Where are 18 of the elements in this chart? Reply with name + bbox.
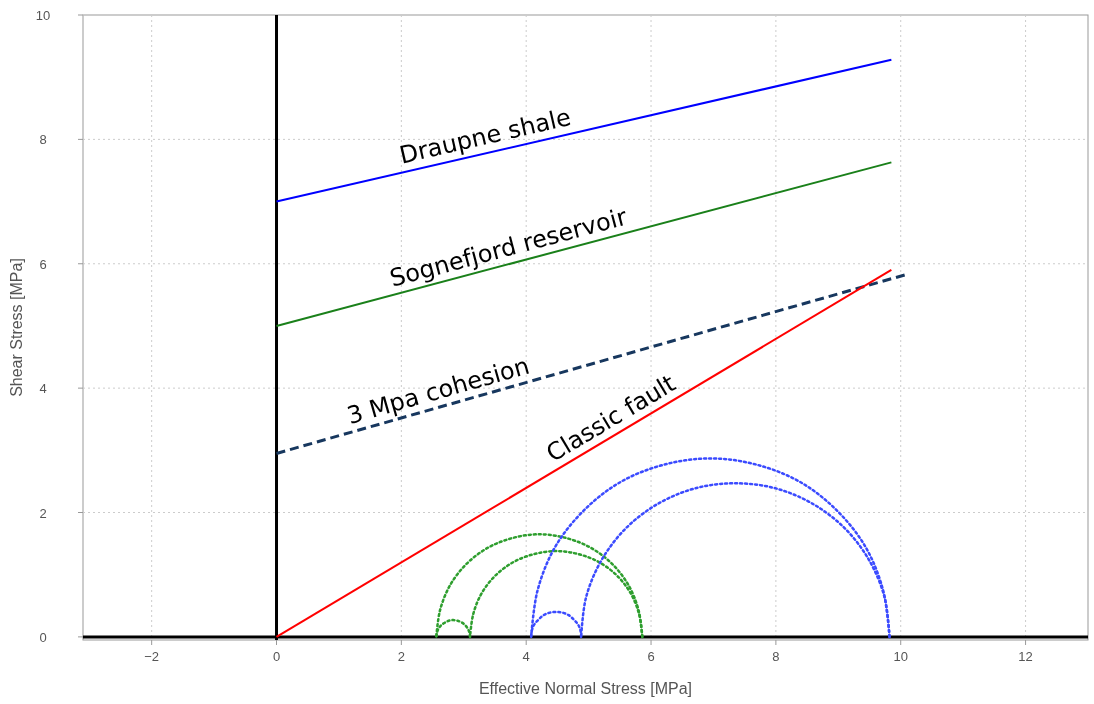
x-tick-label: 0 [272,649,281,664]
y-tick-label: 0 [39,629,47,645]
x-tick-label: 2 [397,649,405,664]
y-tick-label: 8 [39,132,47,148]
x-axis-title: Effective Normal Stress [MPa] [478,680,693,697]
y-tick-label: 4 [39,381,47,397]
x-tick-label: −2 [144,649,160,664]
y-tick-label: 10 [35,8,51,23]
x-tick-label: 4 [522,649,530,664]
annotation: 3 Mpa cohesion [343,351,533,430]
y-tick-label: 2 [39,505,47,521]
x-tick-label: 8 [772,649,780,664]
annotation: Draupne shale [396,102,574,170]
x-tick-label: 6 [647,649,655,664]
y-axis-title: Shear Stress [MPa] [8,258,25,397]
y-tick-label: 6 [39,256,47,272]
x-tick-label: 10 [893,649,908,664]
x-tick-label: 12 [1018,649,1033,664]
